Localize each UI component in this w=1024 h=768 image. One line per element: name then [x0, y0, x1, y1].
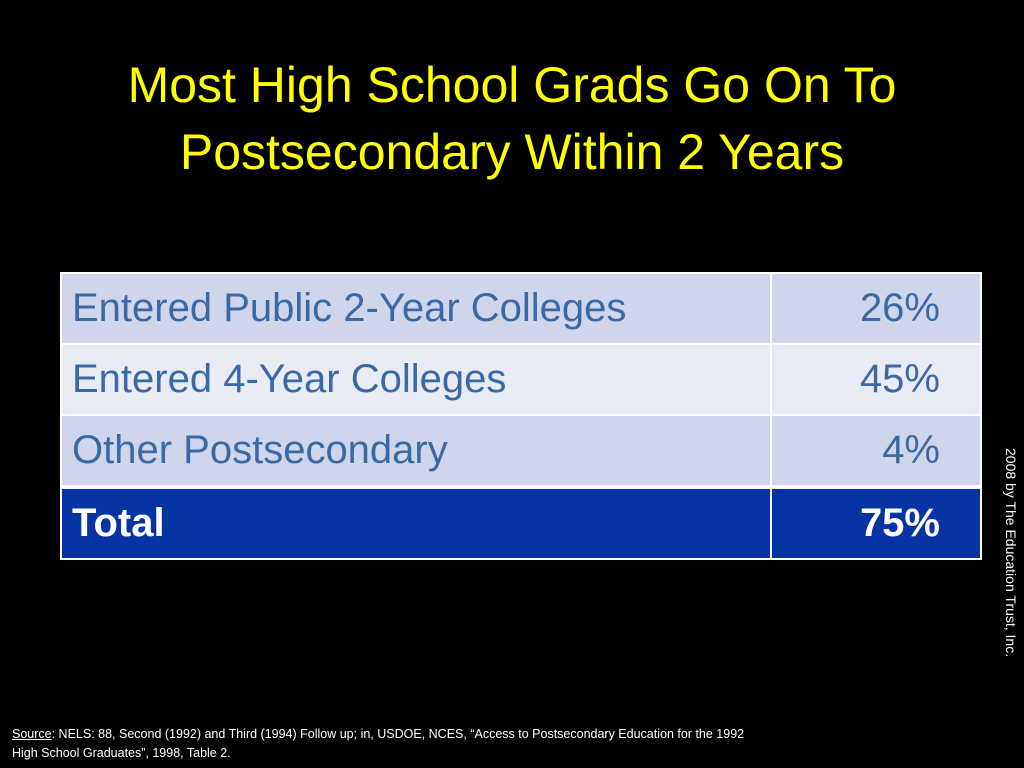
row-value: 45% [770, 343, 982, 416]
row-value: 75% [770, 485, 982, 560]
row-label: Entered 4-Year Colleges [60, 343, 772, 416]
footnote: Source: NELS: 88, Second (1992) and Thir… [12, 725, 744, 763]
row-label: Other Postsecondary [60, 414, 772, 488]
footnote-line: High School Graduates”, 1998, Table 2. [12, 746, 231, 760]
slide-title: Most High School Grads Go On To Postseco… [127, 57, 897, 180]
table-row: Entered 4-Year Colleges 45% [60, 343, 982, 416]
row-value: 4% [770, 414, 982, 488]
table-row: Other Postsecondary 4% [60, 414, 982, 488]
row-value: 26% [770, 272, 982, 345]
source-label: Source [12, 727, 52, 741]
row-label: Total [60, 485, 772, 560]
row-label: Entered Public 2-Year Colleges [60, 272, 772, 345]
total-row: Total 75% [60, 485, 982, 560]
table-row: Entered Public 2-Year Colleges 26% [60, 272, 982, 345]
data-table: Entered Public 2-Year Colleges 26% Entere… [60, 272, 982, 560]
footnote-line: : NELS: 88, Second (1992) and Third (199… [51, 727, 745, 741]
copyright: 2008 by The Education Trust, Inc. [1003, 448, 1019, 658]
